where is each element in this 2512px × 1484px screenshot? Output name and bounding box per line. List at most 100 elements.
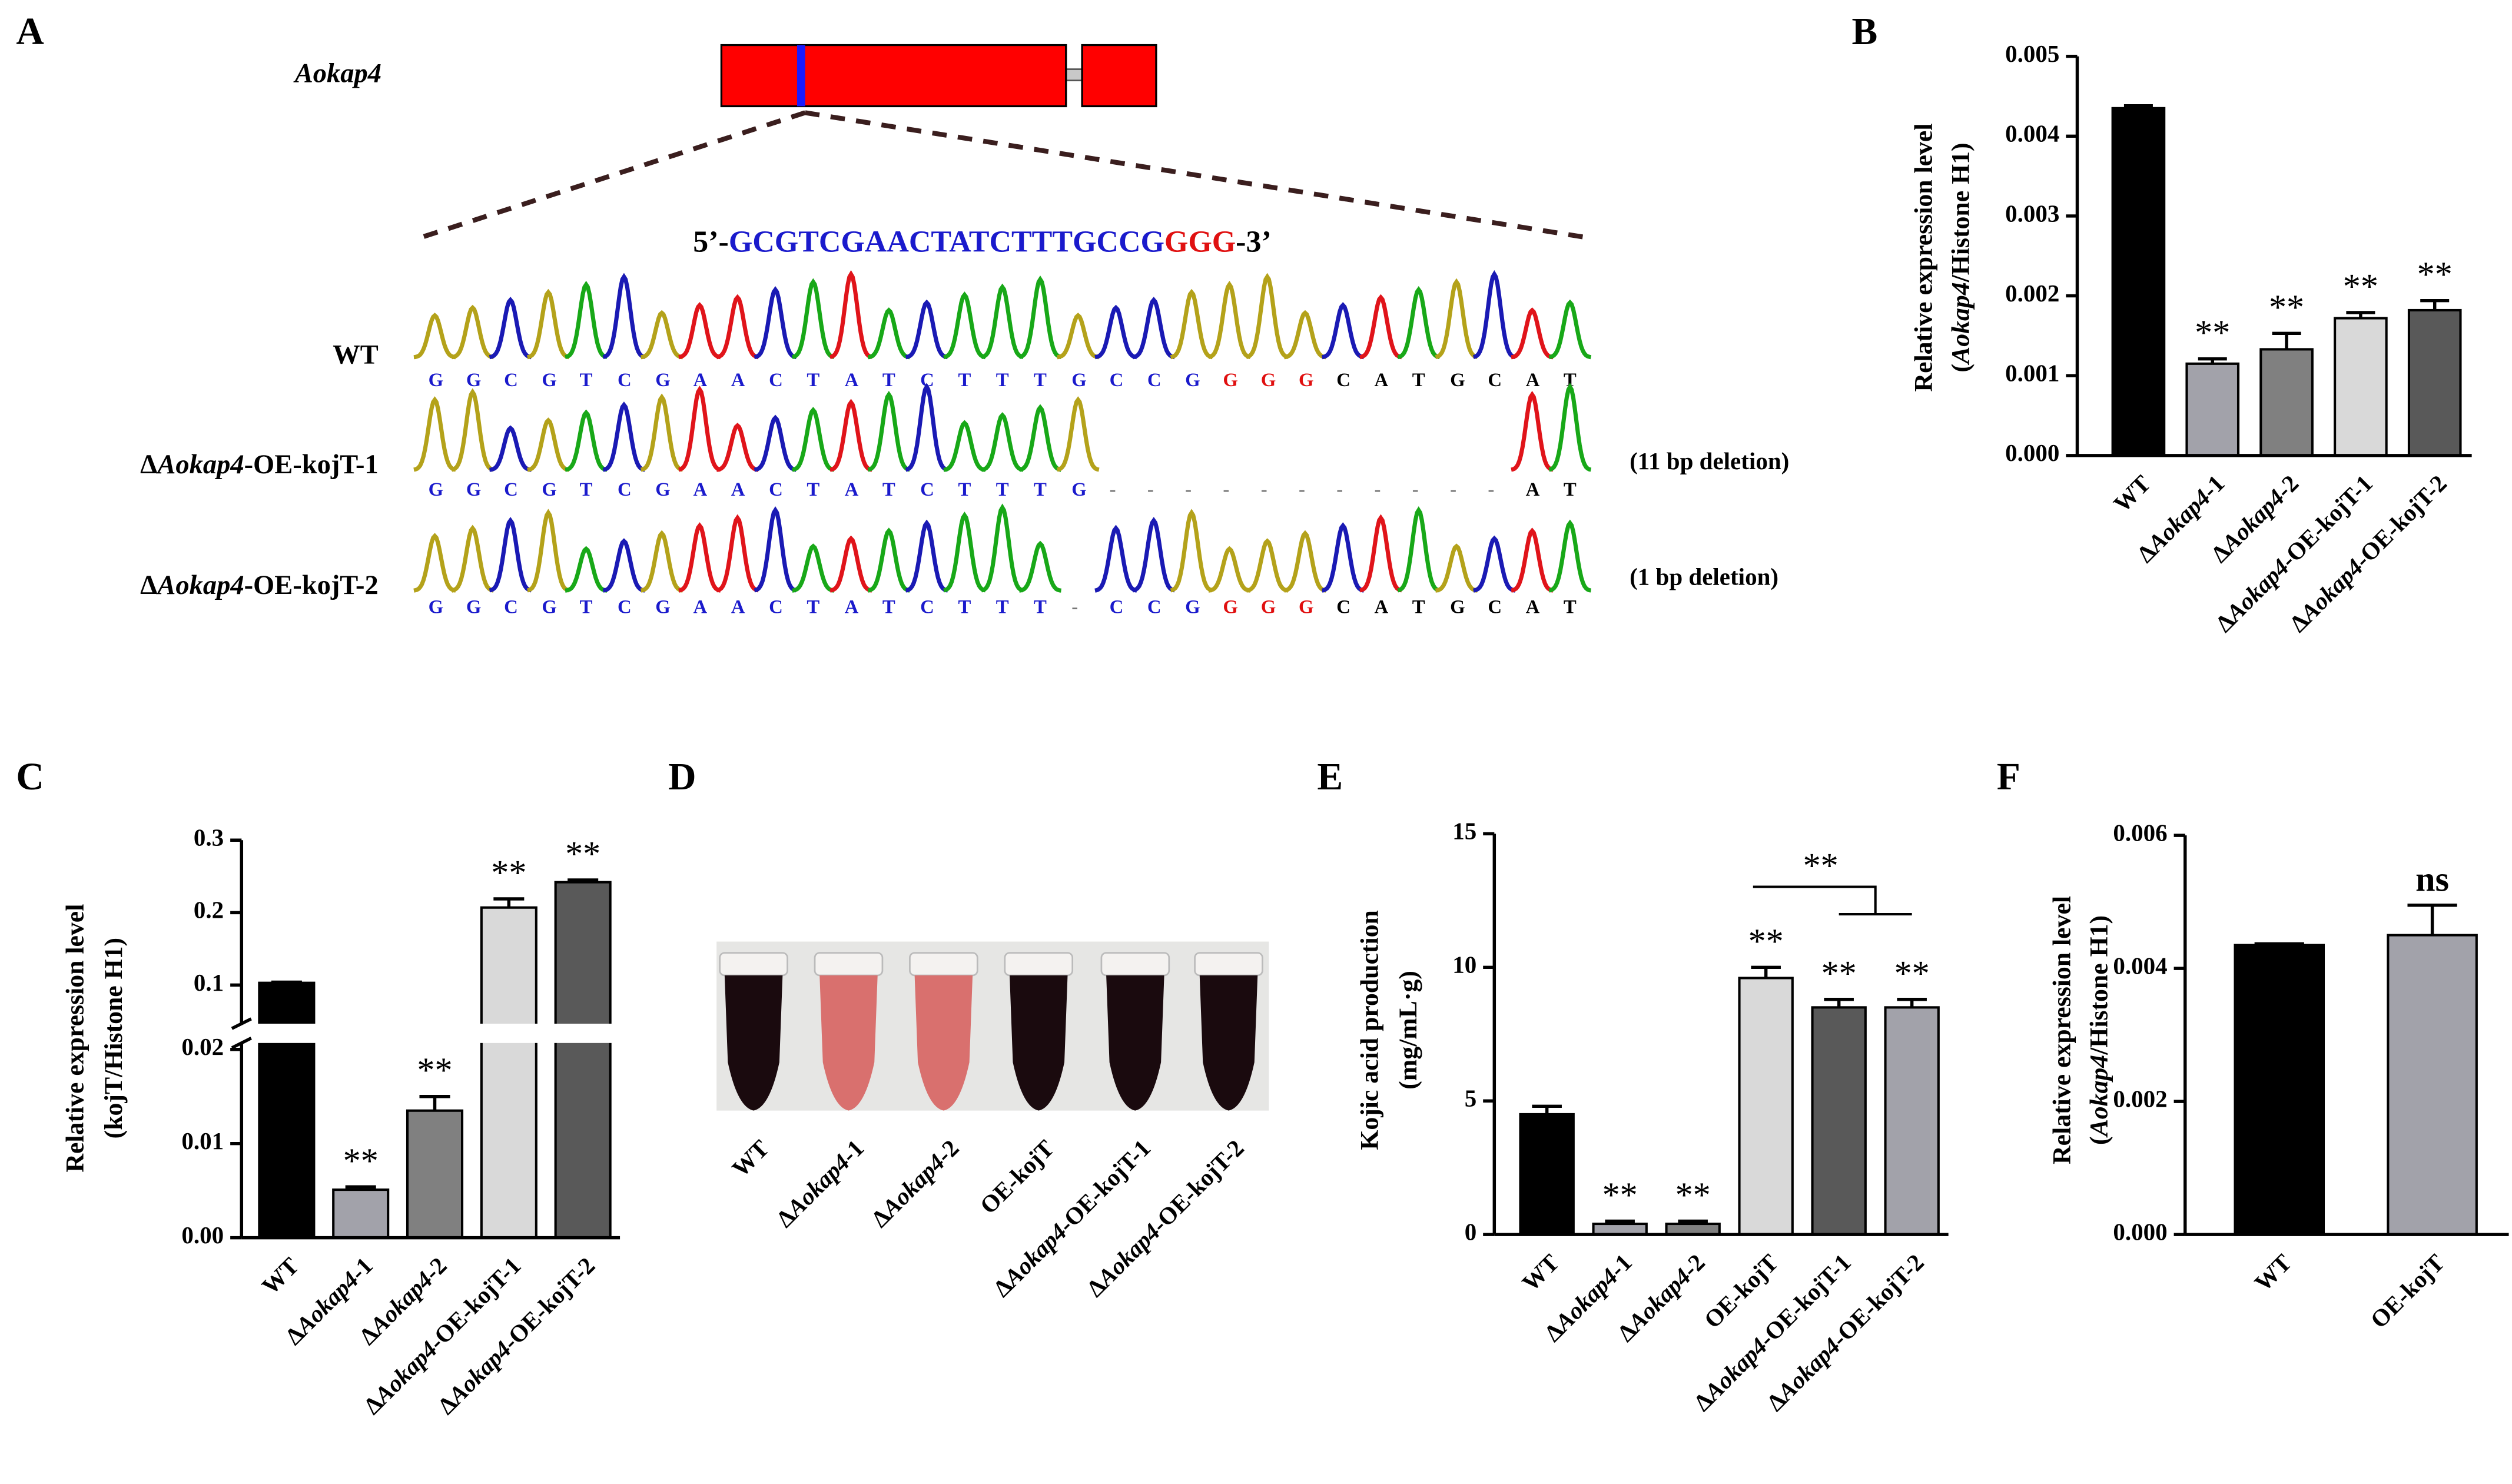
guide-sequence: 5’-GCGTCGAACTATCTTTGCCGGGG-3’: [693, 225, 1272, 259]
chromatogram-peak: [1283, 530, 1327, 593]
gene-name: Aokap4: [293, 58, 381, 88]
y-tick-label: 0.2: [194, 897, 224, 924]
chromatogram-peak: [489, 425, 532, 472]
chromatogram-peak: [792, 543, 835, 593]
significance-label: **: [417, 1051, 452, 1090]
y-axis-label: Relative expression level: [2048, 896, 2076, 1164]
row-label: ΔAokap4-OE-kojT-1: [140, 450, 379, 480]
y-axis-label: (Aokap4/Histone H1): [2085, 915, 2113, 1145]
bar: [1738, 977, 1794, 1236]
chromatogram-peak: [451, 388, 495, 472]
y-tick-label: 0.005: [2005, 40, 2059, 67]
significance-label: **: [2269, 288, 2304, 327]
y-axis-label: Relative expression level: [61, 904, 89, 1173]
chromatogram-peak: [565, 281, 608, 359]
chromatogram-peak: [943, 291, 986, 360]
tube: [1010, 975, 1068, 1111]
chromatogram-peak: [716, 423, 759, 472]
chromatogram-peak: [1397, 506, 1441, 593]
bar: [1811, 1006, 1867, 1236]
significance-label: **: [1675, 1176, 1711, 1215]
chromatogram-peak: [527, 509, 570, 593]
tube: [724, 975, 783, 1111]
y-tick-label: 10: [1452, 951, 1476, 978]
y-axis-label: (kojT/Histone H1): [99, 938, 128, 1138]
chromatogram-peak: [451, 304, 495, 360]
chromatogram-peak: [905, 383, 948, 472]
significance-label: **: [343, 1141, 379, 1181]
chromatogram-peak: [602, 273, 646, 359]
y-tick-label: 0.1: [194, 969, 224, 996]
significance-label: **: [2343, 267, 2378, 307]
chromatogram-peak: [1359, 294, 1402, 360]
chromatogram-peak: [565, 546, 608, 593]
y-tick-label: 0.004: [2005, 120, 2059, 147]
chromatogram-peak: [1435, 278, 1478, 359]
panel-letter: E: [1317, 756, 1343, 798]
y-axis-label: Kojic acid production: [1355, 910, 1383, 1150]
chromatogram-peak: [527, 417, 570, 472]
tube: [914, 975, 973, 1111]
exon: [720, 44, 1067, 108]
chromatogram-peak: [1170, 288, 1213, 360]
y-tick-label: 0.003: [2005, 200, 2059, 227]
chromatogram-peak: [1435, 543, 1478, 593]
chromatogram-peak: [1208, 281, 1251, 359]
y-tick-label: 0.00: [181, 1221, 224, 1249]
chromatogram-peak: [1094, 524, 1137, 593]
y-tick-label: 0: [1465, 1219, 1477, 1246]
deletion-note: (1 bp deletion): [1630, 563, 1778, 590]
y-tick-label: 0.001: [2005, 360, 2059, 387]
chromatogram-peak: [489, 517, 532, 593]
y-axis-label: (Aokap4/Histone H1): [1946, 142, 1975, 372]
zoom-line: [417, 110, 806, 241]
y-tick-label: 0.000: [2113, 1219, 2167, 1246]
chromatogram-peak: [640, 393, 683, 472]
break-mark: [231, 1017, 252, 1030]
y-tick-label: 0.006: [2113, 819, 2167, 846]
chromatogram-peak: [905, 299, 948, 360]
bar: [2334, 317, 2388, 457]
chromatogram-peak: [943, 512, 986, 593]
chromatogram-peak: [829, 535, 872, 593]
chromatogram-peak: [1321, 302, 1365, 360]
chromatogram-peak: [867, 307, 910, 360]
chromatogram-peak: [943, 420, 986, 472]
bar: [2111, 107, 2166, 457]
chromatogram-peak: [754, 506, 797, 593]
chromatogram-peak: [1548, 519, 1591, 593]
bar: [2407, 308, 2462, 457]
panel-letter: C: [16, 756, 44, 798]
bar: [2185, 362, 2240, 457]
chromatogram-peak: [716, 294, 759, 360]
bar: [2234, 944, 2325, 1236]
exon: [1081, 44, 1157, 108]
chromatogram-peak: [640, 530, 683, 593]
comparison-bracket: [1753, 885, 1877, 915]
bar: [2259, 348, 2314, 457]
chromatogram-peak: [1473, 270, 1516, 359]
significance-label: ns: [2415, 859, 2449, 899]
chromatogram-peak: [829, 270, 872, 359]
chromatogram-peak: [1170, 509, 1213, 593]
chromatogram-peak: [905, 519, 948, 593]
chromatogram-peak: [867, 391, 911, 472]
chromatogram-peak: [451, 524, 495, 593]
chromatogram-peak: [1208, 546, 1251, 593]
bar: [480, 906, 537, 1239]
tube-cap: [1100, 952, 1170, 977]
chromatogram-peak: [489, 297, 532, 360]
chromatogram-peak: [678, 385, 721, 472]
significance-label: **: [1894, 954, 1930, 993]
tube: [819, 975, 878, 1111]
chromatogram-peak: [413, 313, 456, 360]
chromatogram-peak: [1132, 297, 1176, 360]
row-label: ΔAokap4-OE-kojT-2: [140, 570, 379, 600]
y-tick-label: 0.000: [2005, 439, 2059, 466]
chromatogram-peak: [754, 414, 797, 472]
y-tick-label: 0.004: [2113, 952, 2167, 980]
chromatogram-peak: [1246, 273, 1289, 359]
chromatogram-peak: [527, 288, 570, 360]
